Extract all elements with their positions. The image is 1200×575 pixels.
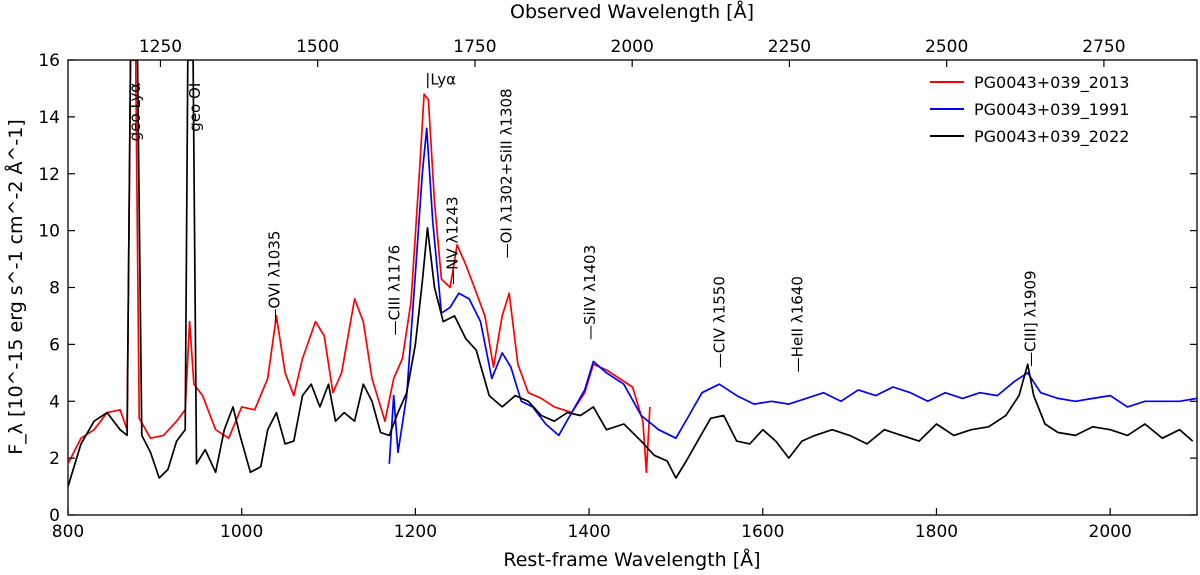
y-tick-label: 16 <box>38 51 60 71</box>
series-line-0 <box>68 60 651 474</box>
y-tick-label: 8 <box>49 279 60 299</box>
y-tick-label: 0 <box>49 506 60 526</box>
line-label: —HeII λ1640 <box>789 276 807 372</box>
x-tick-label: 2000 <box>1089 522 1132 542</box>
y-tick-label: 12 <box>38 165 60 185</box>
series-line-2 <box>68 60 1194 487</box>
line-label: —CIII λ1176 <box>386 245 404 336</box>
y-axis-title: F_λ [10^-15 erg s^-1 cm^-2 Å^-1] <box>4 119 27 455</box>
line-label: —SiIV λ1403 <box>581 245 599 340</box>
top-tick-label: 2250 <box>768 37 811 57</box>
x-axis-title: Rest-frame Wavelength [Å] <box>503 548 760 571</box>
top-tick-label: 2000 <box>611 37 654 57</box>
x-tick-label: 1600 <box>741 522 784 542</box>
y-tick-label: 14 <box>38 108 60 128</box>
line-label: —OVI λ1035 <box>266 231 284 324</box>
line-label: geo Lyα <box>126 83 144 142</box>
x-tick-label: 1000 <box>220 522 263 542</box>
top-tick-label: 2500 <box>925 37 968 57</box>
line-label: —CIV λ1550 <box>710 276 728 368</box>
y-tick-label: 6 <box>49 335 60 355</box>
y-tick-label: 4 <box>49 392 60 412</box>
series-layer <box>68 60 1197 487</box>
top-axis-title: Observed Wavelength [Å] <box>510 0 754 23</box>
annotation-layer: geo Lyα geo OI |Lyα —OVI λ1035 —CIII λ1176 —N… <box>126 71 1039 373</box>
legend-label-0: PG0043+039_2013 <box>974 73 1129 93</box>
top-tick-label: 1250 <box>139 37 182 57</box>
line-label: geo OI <box>186 83 204 132</box>
y-tick-label: 10 <box>38 222 60 242</box>
series-line-1 <box>388 127 1197 464</box>
line-label-upright: |Lyα <box>425 71 456 89</box>
x-tick-label: 1400 <box>567 522 610 542</box>
x-tick-label: 800 <box>52 522 84 542</box>
line-label: —OI λ1302+SiII λ1308 <box>498 88 516 258</box>
legend-label-2: PG0043+039_2022 <box>974 127 1129 147</box>
y-tick-label: 2 <box>49 449 60 469</box>
line-label: —CIII] λ1909 <box>1021 270 1039 366</box>
x-tick-label: 1200 <box>394 522 437 542</box>
top-tick-label: 1500 <box>296 37 339 57</box>
top-tick-label: 2750 <box>1082 37 1125 57</box>
top-tick-label: 1750 <box>453 37 496 57</box>
legend-label-1: PG0043+039_1991 <box>974 100 1129 120</box>
legend: PG0043+039_2013 PG0043+039_1991 PG0043+039… <box>930 73 1129 147</box>
x-tick-label: 1800 <box>915 522 958 542</box>
ticks-layer: 800 1000 1200 1400 1600 1800 2000 0 2 4 6 8 10 12 14 16… <box>38 37 1197 542</box>
line-label: —NV λ1243 <box>444 197 462 285</box>
